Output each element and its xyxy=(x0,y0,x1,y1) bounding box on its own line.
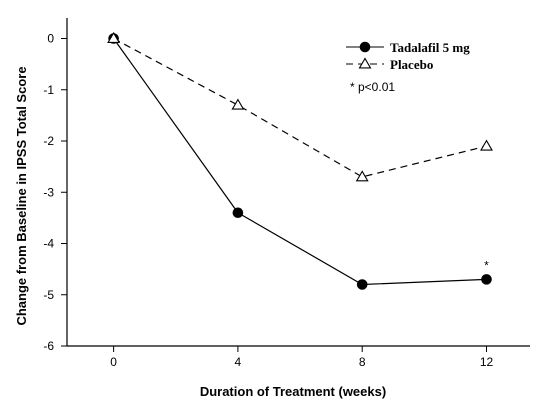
legend-placebo-point xyxy=(358,57,372,69)
placebo-series-point xyxy=(231,98,245,110)
y-tick-label: 0 xyxy=(47,32,54,46)
x-tick-label: 12 xyxy=(480,355,494,369)
y-tick-label: -6 xyxy=(43,339,54,353)
x-tick-label: 8 xyxy=(359,355,366,369)
x-axis-title: Duration of Treatment (weeks) xyxy=(200,384,386,399)
tadalafil-series-line xyxy=(113,38,487,286)
legend-tadalafil: Tadalafil 5 mg xyxy=(346,40,470,55)
y-tick-label: -3 xyxy=(43,185,54,199)
legend-tadalafil-point xyxy=(359,41,371,53)
axes-layer: 0 -1 -2 -3 -4 -5 -6 0 4 8 12 xyxy=(43,18,530,369)
placebo-series-line xyxy=(113,37,487,178)
y-axis-title: Change from Baseline in IPSS Total Score xyxy=(14,66,29,325)
legend-tadalafil-label: Tadalafil 5 mg xyxy=(390,40,470,55)
placebo-series xyxy=(107,31,493,182)
x-tick-label: 4 xyxy=(235,355,242,369)
tadalafil-series-point xyxy=(232,207,244,219)
y-tick-label: -1 xyxy=(43,83,54,97)
tadalafil-series-point xyxy=(481,274,492,285)
legend: Tadalafil 5 mg Placebo * p<0.01 xyxy=(346,40,470,94)
legend-placebo: Placebo xyxy=(346,57,433,72)
y-tick-label: -2 xyxy=(43,134,54,148)
legend-placebo-label: Placebo xyxy=(390,57,433,72)
placebo-series-point xyxy=(480,139,493,151)
p-value-note: * p<0.01 xyxy=(350,80,395,94)
y-tick-label: -5 xyxy=(43,288,54,302)
series-layer: * xyxy=(107,31,493,290)
placebo-series-point xyxy=(107,31,121,44)
significance-asterisk: * xyxy=(484,258,489,272)
tadalafil-series-point xyxy=(356,279,368,290)
tadalafil-series xyxy=(108,33,492,290)
x-tick-label: 0 xyxy=(110,355,117,369)
y-tick-label: -4 xyxy=(43,237,54,251)
placebo-series-point xyxy=(355,170,369,182)
